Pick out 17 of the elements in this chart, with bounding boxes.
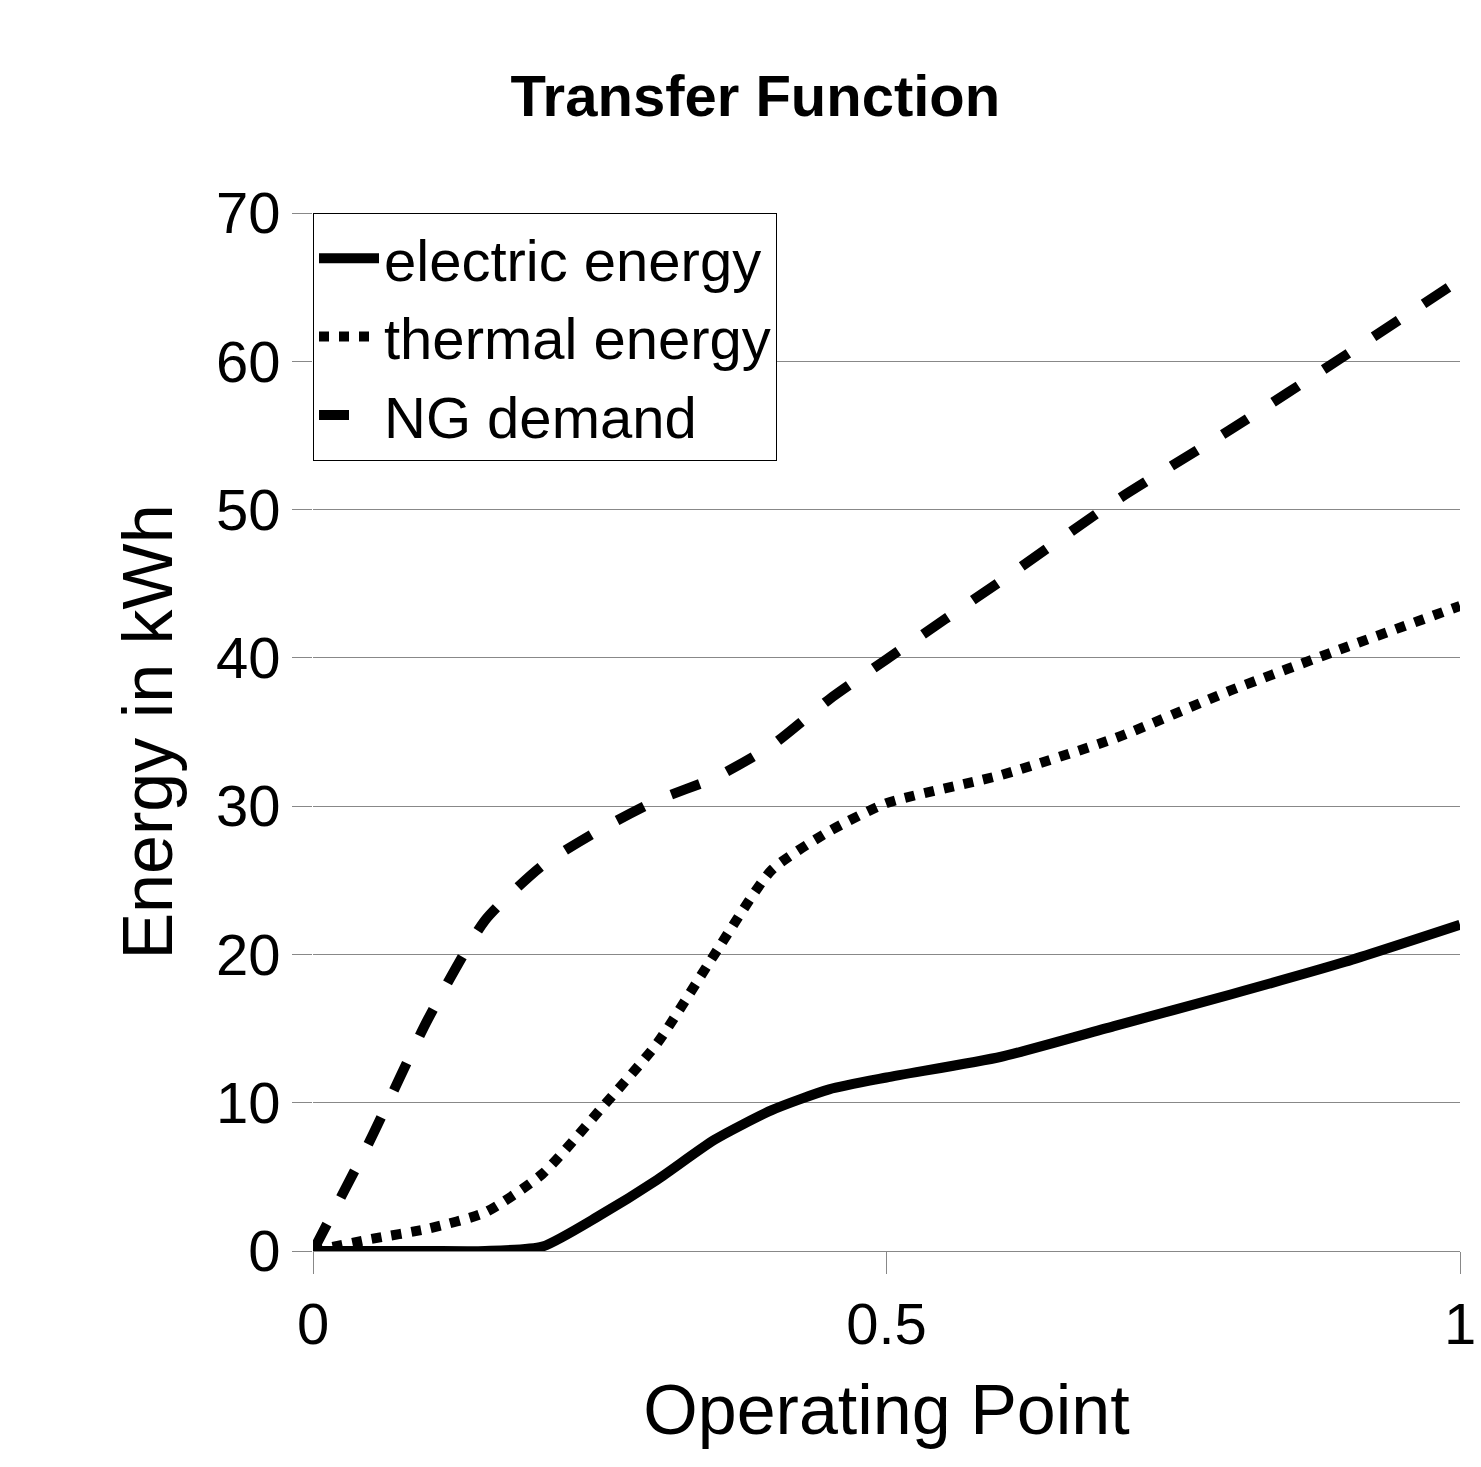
chart-title: Transfer Function — [510, 62, 1001, 128]
y-tick-label: 0 — [248, 1218, 281, 1284]
x-tick-label: 0.5 — [846, 1290, 927, 1356]
legend-label: thermal energy — [384, 306, 771, 372]
x-tick-label: 1 — [1443, 1290, 1477, 1356]
y-tick-label: 30 — [215, 773, 281, 839]
y-axis-title: Energy in kWh — [108, 504, 187, 960]
x-axis-title: Operating Point — [643, 1371, 1130, 1450]
y-tick-label: 40 — [215, 625, 281, 691]
y-tick-label: 50 — [215, 476, 281, 542]
legend-label: NG demand — [384, 384, 697, 450]
y-tick-label: 60 — [215, 328, 281, 394]
y-tick-label: 10 — [215, 1070, 281, 1136]
y-tick-label: 70 — [215, 180, 281, 246]
x-tick-label: 0 — [296, 1290, 330, 1356]
legend-label: electric energy — [384, 227, 762, 293]
y-tick-label: 20 — [215, 921, 281, 987]
